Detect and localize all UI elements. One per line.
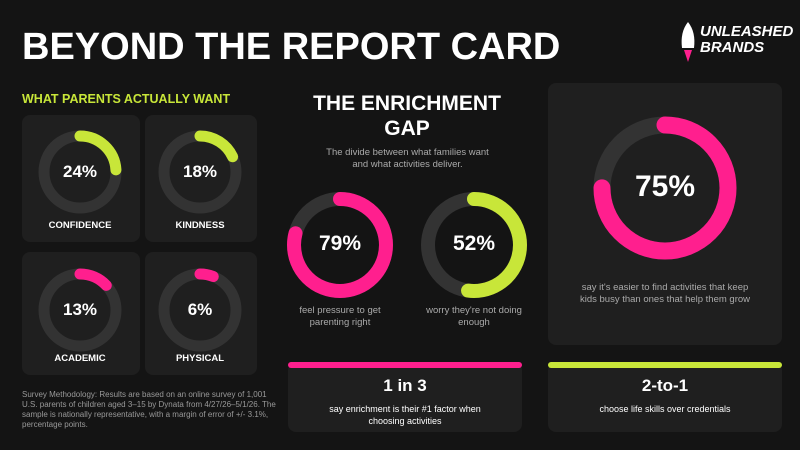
stat-accent bbox=[548, 362, 782, 368]
logo-flame bbox=[684, 50, 692, 62]
stat-headline: 2-to-1 bbox=[641, 376, 689, 395]
stat-card bbox=[288, 362, 522, 432]
section-title: THE ENRICHMENT GAP bbox=[313, 92, 501, 140]
caption: say it's easier to find activities that … bbox=[579, 282, 751, 305]
title: BEYOND THE REPORT CARD bbox=[22, 26, 561, 68]
donut-arc bbox=[421, 192, 527, 298]
donut-value: 52% bbox=[452, 232, 496, 256]
logo-line: BRANDS bbox=[700, 39, 765, 56]
donut-value: 13% bbox=[62, 299, 98, 319]
donut-value: 18% bbox=[182, 161, 218, 181]
stat-card bbox=[548, 362, 782, 432]
donut-arc bbox=[287, 192, 393, 298]
logo-rocket bbox=[681, 22, 695, 48]
logo: UNLEASHED BRANDS bbox=[700, 24, 793, 56]
stat-caption: say enrichment is their #1 factor when c… bbox=[329, 404, 481, 426]
donut-arc bbox=[158, 268, 242, 352]
stat-headline: 1 in 3 bbox=[383, 376, 427, 395]
donut-value: 24% bbox=[62, 161, 98, 181]
item-label: CONFIDENCE bbox=[48, 220, 112, 231]
item-label: PHYSICAL bbox=[175, 353, 225, 364]
caption: feel pressure to get parenting right bbox=[299, 305, 381, 328]
donut-arc bbox=[38, 130, 122, 214]
stat-caption: choose life skills over credentials bbox=[599, 404, 731, 414]
donut-value: 75% bbox=[634, 170, 696, 203]
stat-accent bbox=[288, 362, 522, 368]
donut-value: 6% bbox=[187, 299, 213, 319]
subtitle: The divide between what families want an… bbox=[326, 147, 489, 170]
item-label: KINDNESS bbox=[175, 220, 225, 231]
logo-line: UNLEASHED bbox=[700, 23, 794, 40]
donut-arc bbox=[593, 116, 737, 260]
methodology: Survey Methodology: Results are based on… bbox=[22, 390, 276, 429]
caption: worry they're not doing enough bbox=[426, 305, 522, 328]
donut-arc bbox=[38, 268, 122, 352]
section-title: WHAT PARENTS ACTUALLY WANT bbox=[22, 92, 231, 106]
item-label: ACADEMIC bbox=[54, 353, 106, 364]
donut-value: 79% bbox=[318, 232, 362, 256]
donut-arc bbox=[158, 130, 242, 214]
